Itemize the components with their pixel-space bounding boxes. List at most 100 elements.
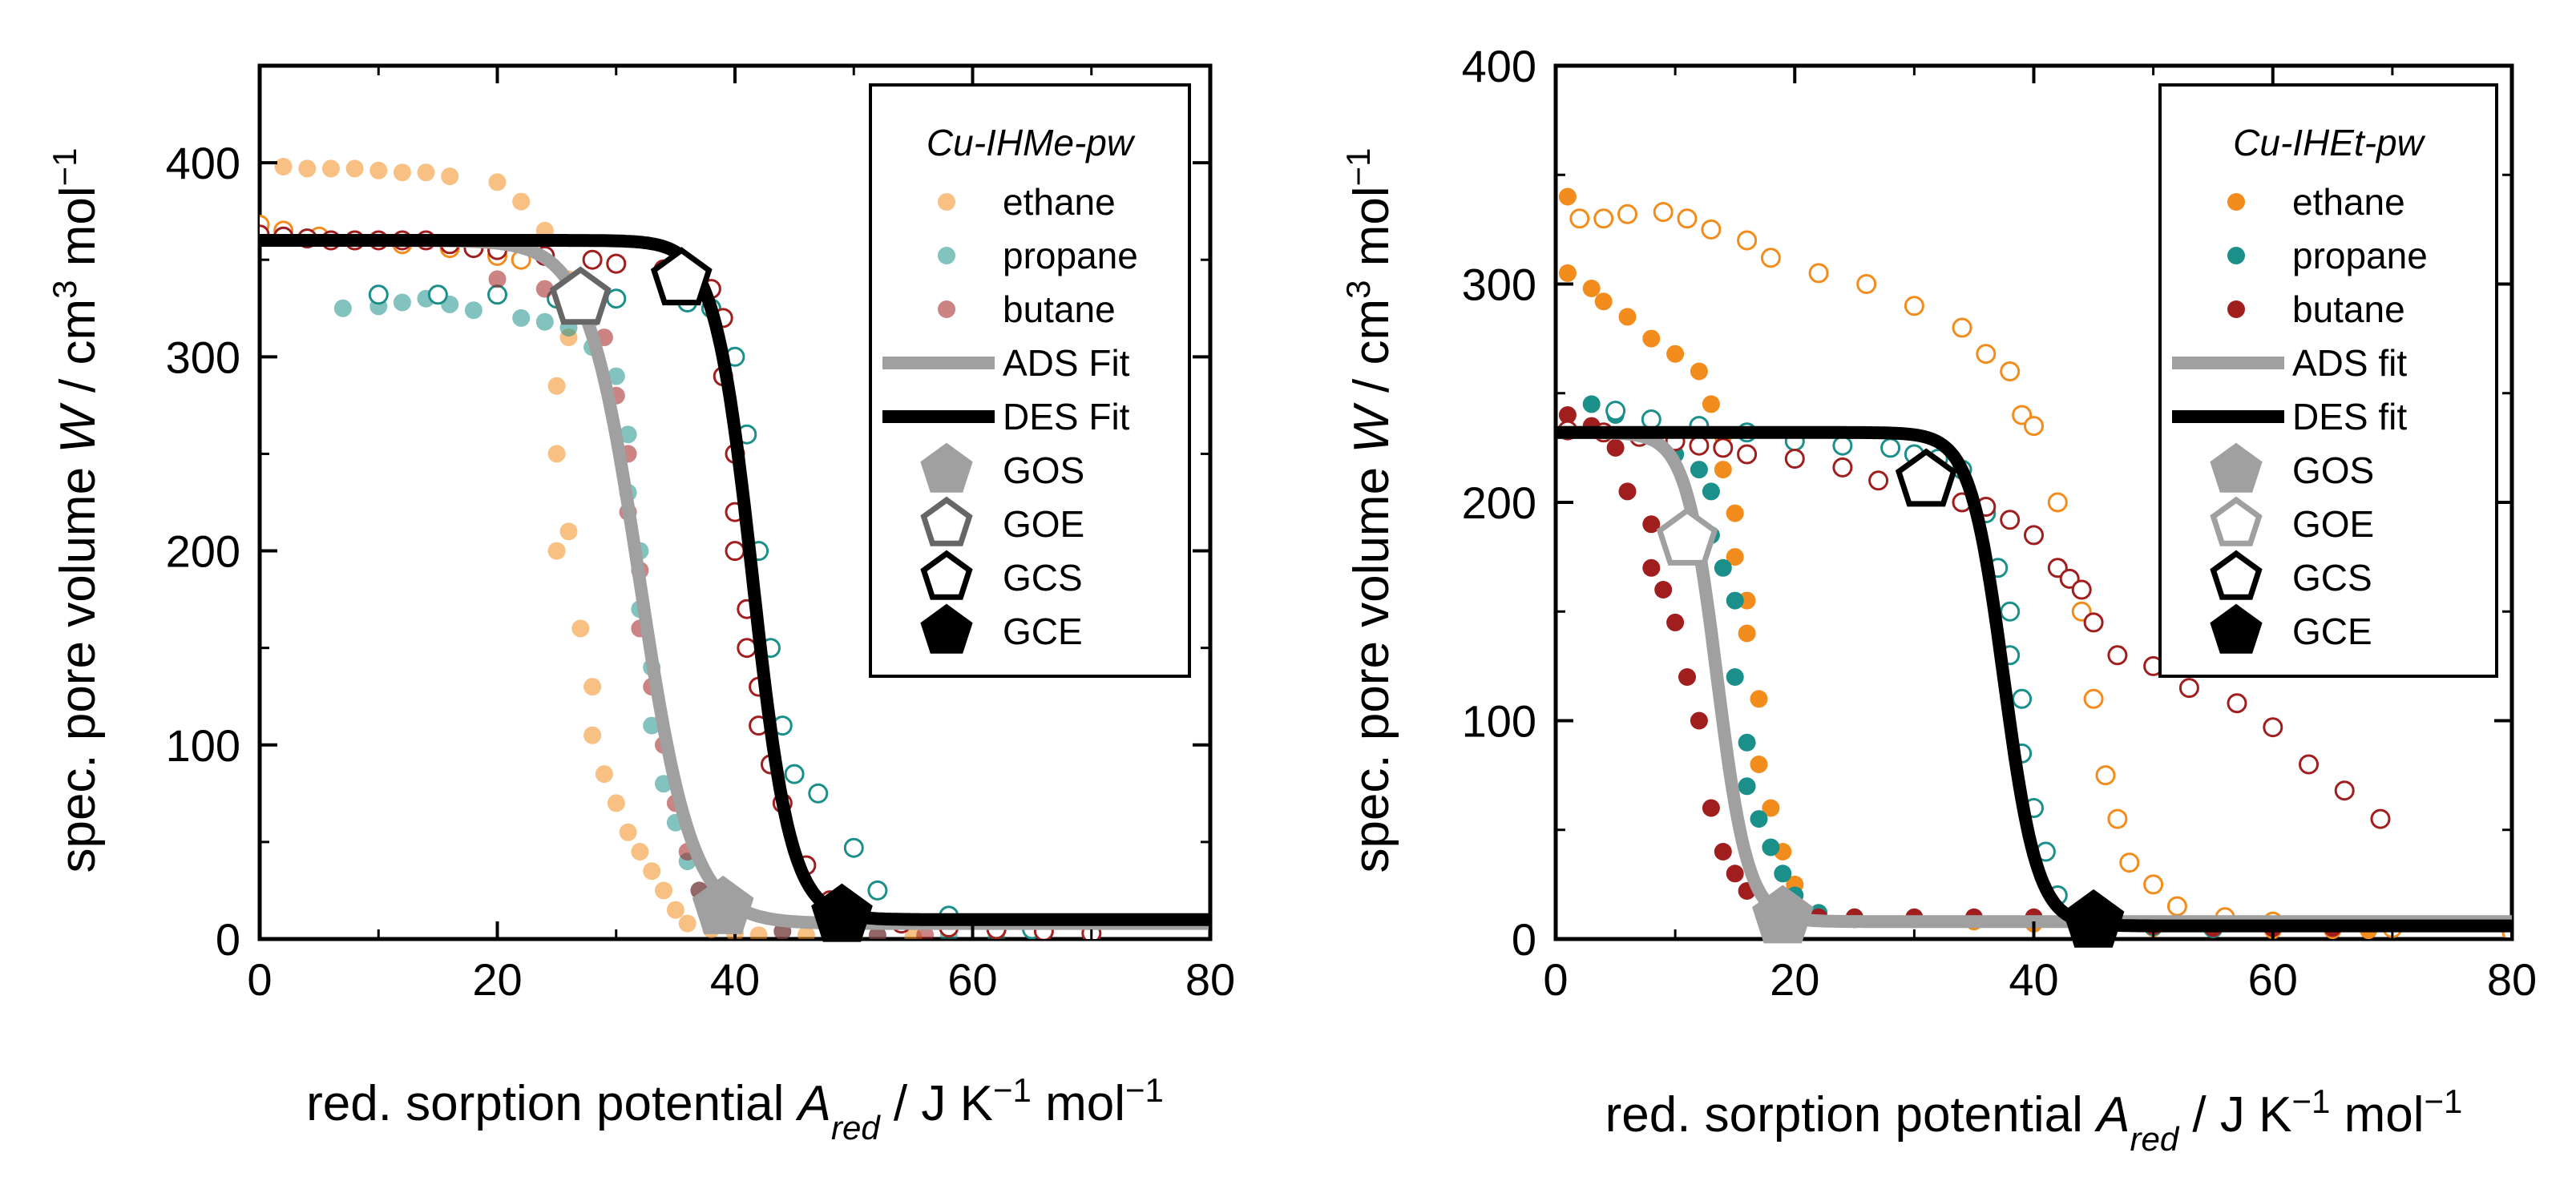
legend-entry-propane-symbol <box>938 247 955 264</box>
point-ethane-ads <box>607 794 625 812</box>
legend: Cu-IHEt-pw ethane propane butane ADS fit DES … <box>2158 83 2498 678</box>
point-ethane-ads <box>1618 308 1637 326</box>
data-layer <box>1556 187 2512 939</box>
point-ethane-ads <box>559 522 578 541</box>
y-axis-title: spec. pore volume W / cm3 mol−1 <box>1339 147 1400 873</box>
x-tick-label: 20 <box>472 954 522 1005</box>
legend-entry-goe-label: GOE <box>1003 503 1084 545</box>
point-propane-des <box>368 284 389 305</box>
fit-line-des-fit <box>260 234 1210 926</box>
marker-goe <box>549 266 612 325</box>
point-ethane-des <box>1737 230 1758 251</box>
point-butane-ads <box>1642 515 1661 534</box>
point-ethane-des <box>1653 202 1674 223</box>
point-butane-des <box>2334 780 2355 801</box>
point-propane-ads <box>1738 777 1756 796</box>
point-propane-ads <box>1750 810 1768 828</box>
point-butane-des <box>2024 525 2044 546</box>
x-title-unit2: mol <box>2330 1087 2424 1143</box>
panel-right: 0 20 40 60 80 0 100 200 300 400 Cu-IHEt-pw ethane pr… <box>1339 41 2538 1158</box>
point-butane-des <box>737 638 757 659</box>
point-ethane-ads <box>298 159 317 178</box>
point-ethane-des <box>1976 344 1997 365</box>
point-ethane-des <box>1904 296 1924 316</box>
point-ethane-ads <box>488 173 507 191</box>
point-butane-des <box>1868 470 1889 491</box>
y-title-var: W <box>1344 402 1399 453</box>
point-propane-ads <box>1774 865 1792 883</box>
point-ethane-des <box>2107 808 2128 829</box>
point-ethane-des <box>1808 263 1829 284</box>
point-ethane-ads <box>274 158 293 175</box>
point-propane-ads <box>1690 461 1708 479</box>
y-tick-label: 100 <box>1462 696 1536 747</box>
point-propane-ads <box>1714 558 1732 577</box>
point-ethane-ads <box>666 901 684 919</box>
legend-entry-gcs-symbol <box>2210 550 2263 600</box>
y-tick-label: 0 <box>1512 914 1536 965</box>
point-ethane-ads <box>547 377 566 395</box>
point-ethane-des <box>2166 896 2187 917</box>
y-axis-title: spec. pore volume W / cm3 mol−1 <box>46 147 107 873</box>
marker-gcs <box>1895 448 1957 507</box>
point-propane-ads <box>1738 733 1756 752</box>
point-ethane-ads <box>643 862 661 881</box>
point-ethane-ads <box>321 159 340 178</box>
point-ethane-des <box>1569 208 1590 229</box>
point-ethane-des <box>2095 765 2116 786</box>
point-ethane-ads <box>1690 362 1708 381</box>
y-title-sup: 3 <box>46 280 83 298</box>
point-ethane-ads <box>369 161 388 179</box>
point-ethane-des <box>2047 492 2068 513</box>
legend-entry-ethane-label: ethane <box>1003 181 1116 223</box>
point-butane-ads <box>1678 668 1696 686</box>
point-ethane-ads <box>1558 187 1577 206</box>
y-title-sup: 3 <box>1339 280 1377 298</box>
legend-entry-ads-fit-label: ADS fit <box>2292 342 2407 384</box>
panel-left: 0 20 40 60 80 0 100 200 300 400 Cu-IHMe-pw ethane pr… <box>46 63 1235 1147</box>
point-propane-des <box>843 837 864 858</box>
point-propane-ads <box>1726 591 1744 610</box>
point-butane-ads <box>1606 438 1625 457</box>
legend-entry-propane-label: propane <box>2292 235 2428 276</box>
y-title-text: spec. pore volume <box>50 453 106 873</box>
point-propane-des <box>606 288 627 309</box>
point-ethane-ads <box>1714 461 1732 479</box>
y-title-unit2: mol <box>1344 186 1399 280</box>
point-ethane-ads <box>655 881 672 900</box>
point-ethane-ads <box>749 926 768 939</box>
point-ethane-ads <box>1582 280 1601 297</box>
point-propane-des <box>1832 435 1853 456</box>
marker-gos <box>692 875 754 934</box>
x-title-text: red. sorption potential <box>306 1076 798 1131</box>
y-tick-label: 400 <box>1462 41 1536 91</box>
point-butane-des <box>2083 612 2104 633</box>
point-ethane-des <box>1952 317 1972 338</box>
legend-entry-des-fit-label: DES fit <box>2292 396 2407 437</box>
legend-entry-propane-label: propane <box>1003 235 1138 276</box>
fit-line-des-fit <box>1556 425 2512 933</box>
point-ethane-ads <box>1594 292 1613 311</box>
point-propane-des <box>867 880 888 901</box>
legend-entry-butane-label: butane <box>2292 288 2405 330</box>
point-ethane-ads <box>547 542 566 560</box>
point-butane-des <box>606 253 627 274</box>
y-title-unit2: mol <box>50 186 106 280</box>
point-propane-ads <box>607 367 625 385</box>
x-axis-title: red. sorption potential Ared / J K−1 mol… <box>306 1071 1164 1147</box>
point-ethane-ads <box>619 823 637 841</box>
point-ethane-ads <box>547 445 566 463</box>
point-propane-ads <box>1702 482 1720 501</box>
point-ethane-ads <box>631 843 649 861</box>
point-ethane-des <box>1593 208 1614 229</box>
x-title-text: red. sorption potential <box>1605 1087 2098 1143</box>
point-ethane-des <box>1856 274 1877 294</box>
legend-entry-goe-label: GOE <box>2292 503 2374 545</box>
legend-entry-gcs-label: GCS <box>1003 557 1083 599</box>
legend-entry-gce-symbol <box>2210 603 2263 654</box>
x-title-var: A <box>2094 1087 2130 1143</box>
point-butane-des <box>582 249 603 270</box>
x-tick-label: 0 <box>1543 954 1568 1005</box>
point-butane-des <box>1832 457 1853 478</box>
